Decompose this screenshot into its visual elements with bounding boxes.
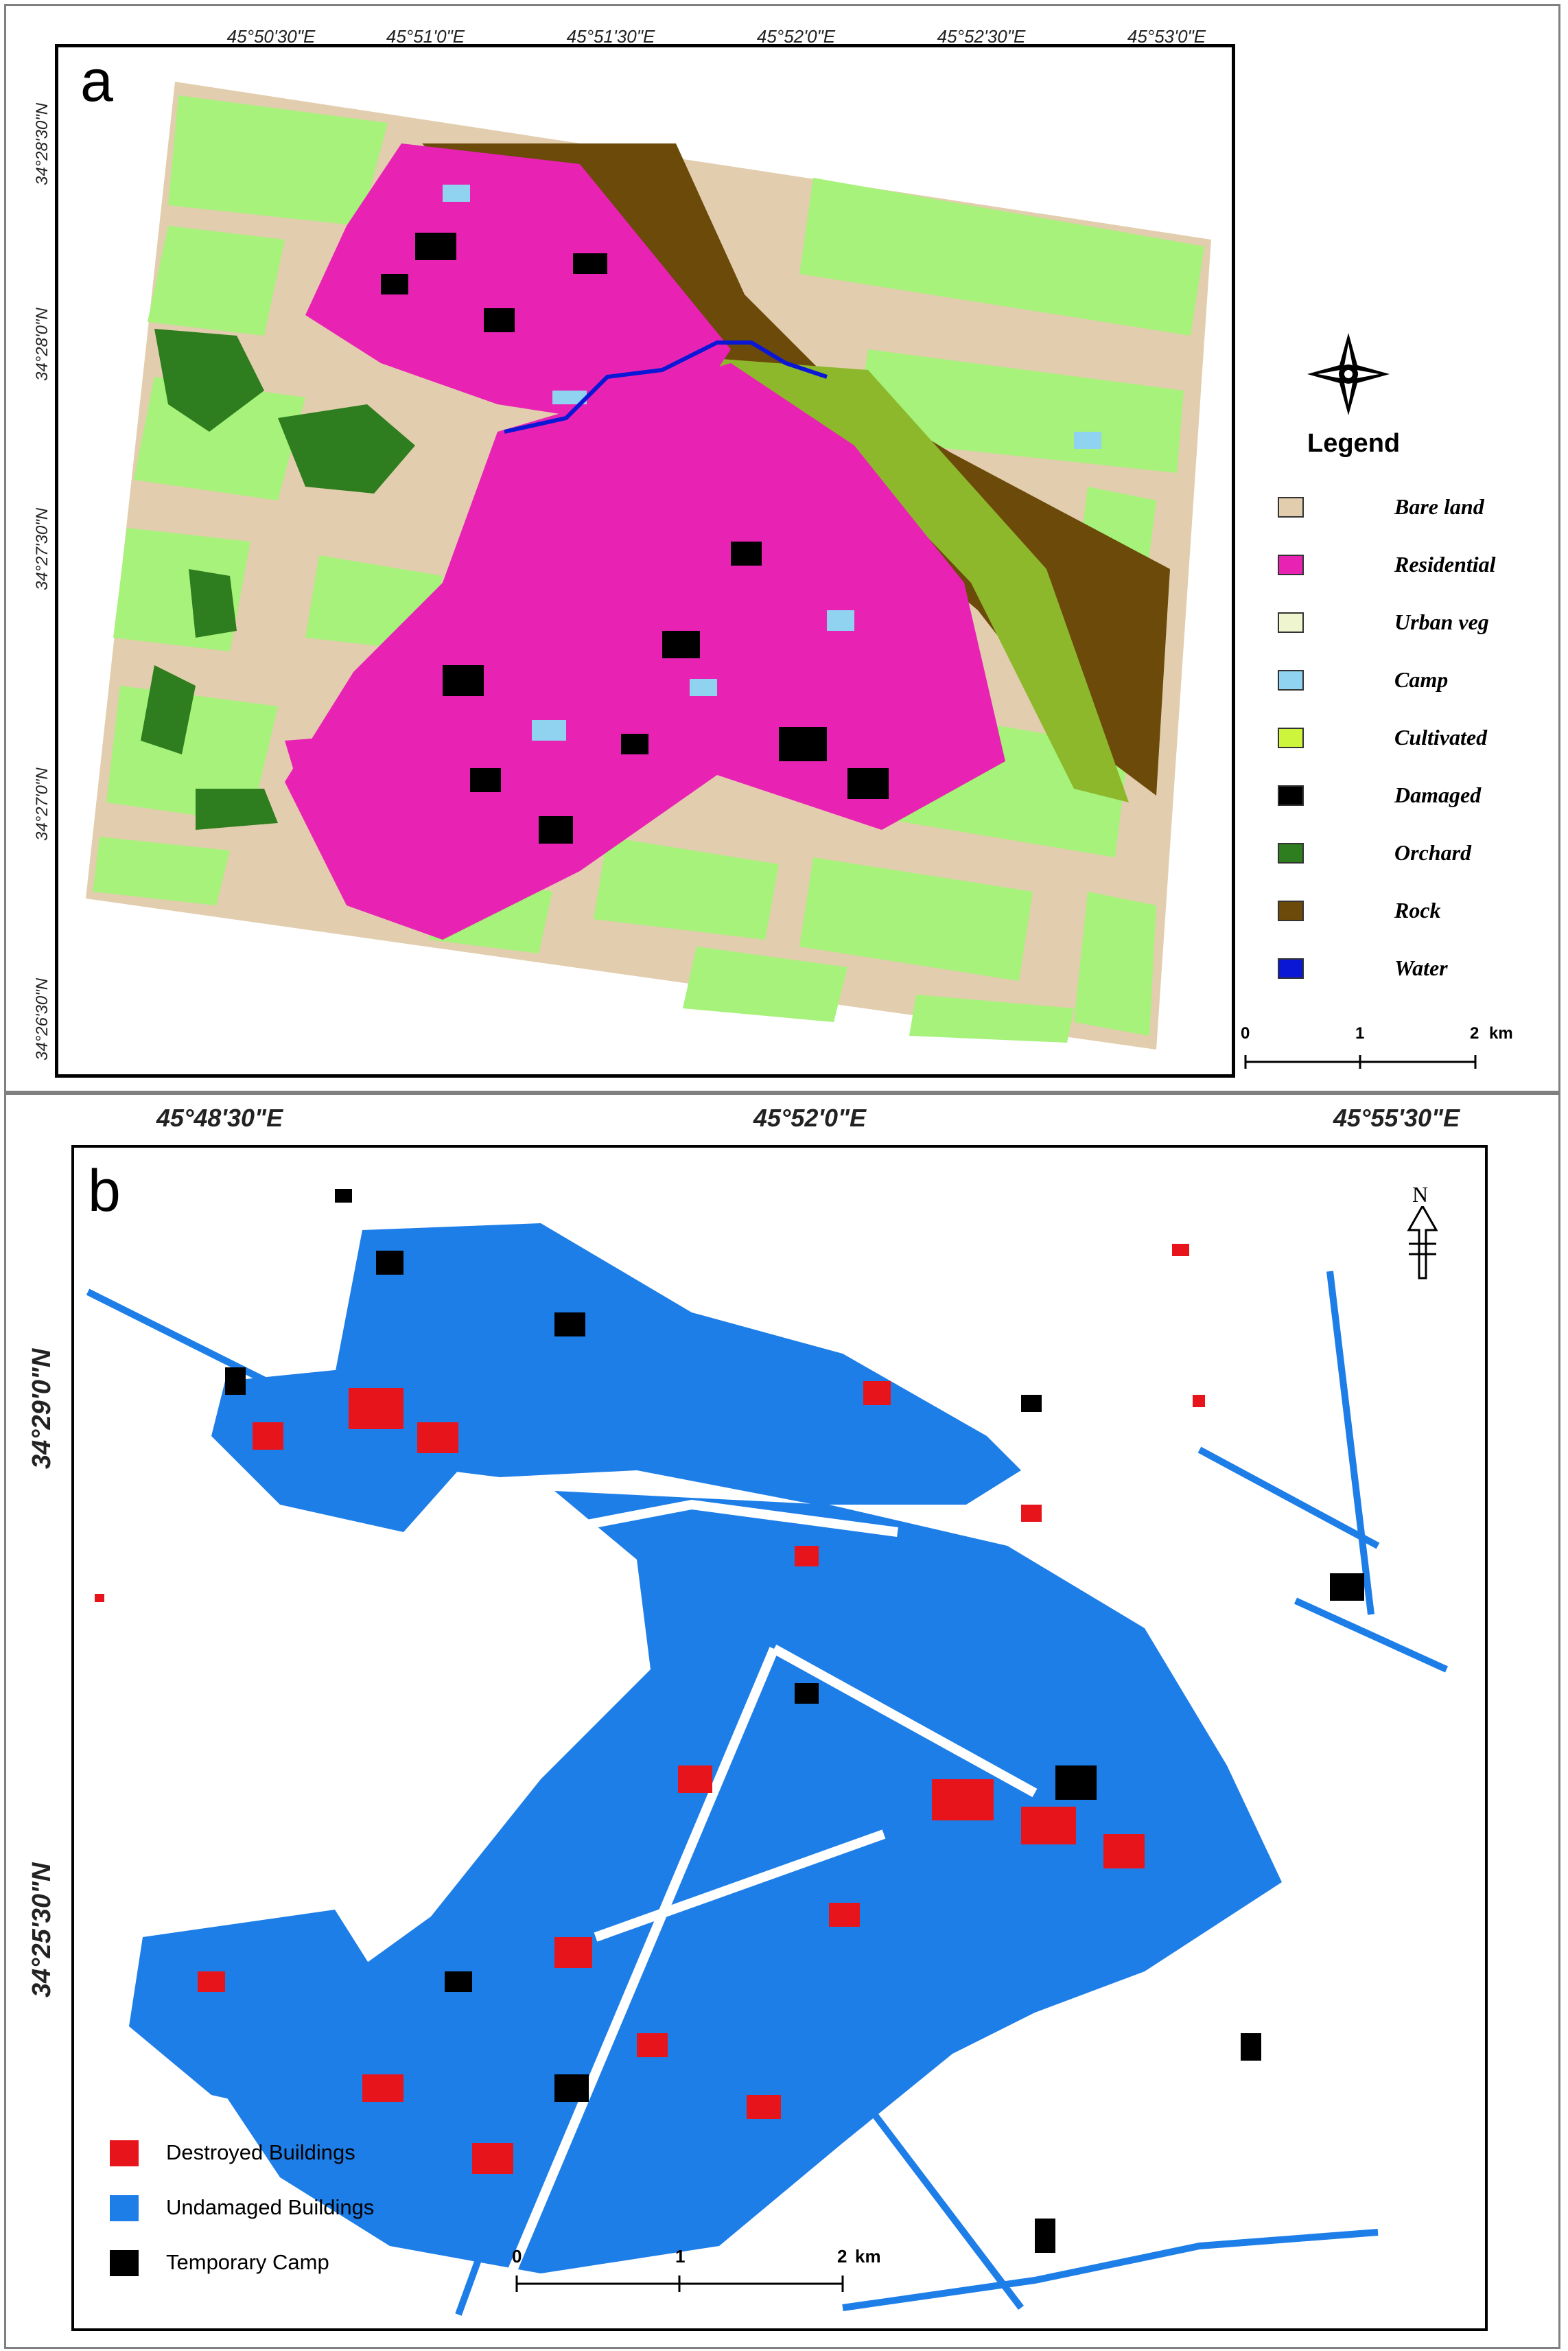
north-arrow-icon: [1407, 1206, 1438, 1279]
legend-b-swatch: [110, 2140, 139, 2166]
legend-a-item: Rock: [1278, 898, 1511, 925]
panel-b-scale-bar: [515, 2275, 844, 2292]
legend-a-swatch: [1278, 901, 1304, 921]
land-cover-map: [86, 82, 1211, 1050]
panel-a-left-coord-2: 34°28'0"N: [33, 308, 51, 381]
legend-a-item: Residential: [1278, 552, 1511, 579]
legend-b-label: Undamaged Buildings: [166, 2195, 375, 2219]
legend-b-label: Destroyed Buildings: [166, 2140, 355, 2164]
panel-b-top-coord-1: 45°48'30"E: [156, 1104, 283, 1132]
panel-a-letter: a: [80, 48, 113, 114]
panel-b-scale-0: 0: [512, 2246, 522, 2267]
compass-rose-icon: [1307, 333, 1390, 415]
legend-a-label: Cultivated: [1394, 725, 1488, 750]
legend-title: Legend: [1307, 429, 1401, 458]
panel-b-letter: b: [88, 1158, 121, 1224]
panel-b-map-frame: b N Destroyed Buildings Undamaged Buildin…: [71, 1145, 1488, 2331]
legend-a-item: Camp: [1278, 667, 1511, 695]
panel-b-top-coord-3: 45°55'30"E: [1333, 1104, 1460, 1132]
panel-a-left-coord-1: 34°28'30"N: [33, 102, 51, 185]
panel-a-scale-bar: [1244, 1055, 1477, 1069]
panel-a-map-frame: a: [55, 44, 1235, 1078]
legend-a-item: Water: [1278, 956, 1511, 983]
legend-a-item: Urban veg: [1278, 610, 1511, 637]
panel-a-left-coord-4: 34°27'0"N: [33, 767, 51, 841]
legend-a-label: Orchard: [1394, 840, 1472, 865]
legend-a-label: Bare land: [1394, 494, 1484, 519]
legend-a-swatch: [1278, 612, 1304, 633]
panel-a-left-coord-5: 34°26'30"N: [33, 977, 51, 1061]
legend-b-item: Destroyed Buildings: [110, 2136, 494, 2170]
panel-a-scale-1: 1: [1355, 1024, 1365, 1043]
legend-b-item: Undamaged Buildings: [110, 2191, 494, 2225]
legend-a-label: Rock: [1394, 898, 1441, 923]
legend-a-label: Urban veg: [1394, 610, 1489, 634]
panel-b-scale-2: 2: [837, 2246, 847, 2267]
panel-a-scale-2: 2: [1470, 1024, 1479, 1043]
legend-b-item: Temporary Camp: [110, 2246, 494, 2280]
legend-a-item: Orchard: [1278, 840, 1511, 868]
panel-b-left-coord-1: 34°29'0"N: [27, 1348, 56, 1469]
north-label: N: [1412, 1182, 1429, 1207]
panel-b-scale-unit: km: [855, 2246, 881, 2267]
legend-a-label: Camp: [1394, 667, 1449, 692]
damage-map: [86, 1189, 1449, 2316]
panel-a-scale-unit: km: [1489, 1024, 1513, 1043]
legend-a-swatch: [1278, 728, 1304, 748]
legend-a-label: Water: [1394, 956, 1448, 980]
legend-a-label: Damaged: [1394, 783, 1482, 807]
panel-b-left-coord-2: 34°25'30"N: [27, 1862, 56, 1998]
panel-b-legend: Destroyed Buildings Undamaged Buildings Te…: [110, 2136, 494, 2301]
panel-a-scale-0: 0: [1241, 1024, 1250, 1043]
legend-a-swatch: [1278, 785, 1304, 806]
panel-a-top-coord-1: 45°50'30"E: [226, 26, 316, 47]
panel-a-top-coord-3: 45°51'30"E: [566, 26, 655, 47]
legend-a-item: Damaged: [1278, 783, 1511, 810]
legend-a-swatch: [1278, 497, 1304, 518]
legend-a-item: Bare land: [1278, 494, 1511, 522]
panel-a-top-coord-4: 45°52'0"E: [756, 26, 836, 47]
legend-a-swatch: [1278, 555, 1304, 575]
panel-a-top-coord-2: 45°51'0"E: [386, 26, 465, 47]
legend-a-swatch: [1278, 958, 1304, 979]
legend-b-swatch: [110, 2195, 139, 2221]
panel-b-scale-1: 1: [675, 2246, 686, 2267]
panel-a-left-coord-3: 34°27'30"N: [33, 507, 51, 590]
legend-a-swatch: [1278, 670, 1304, 691]
legend-a-swatch: [1278, 843, 1304, 864]
legend-a-label: Residential: [1394, 552, 1496, 577]
panel-a-top-coord-6: 45°53'0"E: [1127, 26, 1206, 47]
legend-b-label: Temporary Camp: [166, 2250, 329, 2274]
legend-a-item: Cultivated: [1278, 725, 1511, 752]
panel-b-top-coord-2: 45°52'0"E: [753, 1104, 867, 1132]
panel-a-legend: Bare land Residential Urban veg Camp Cultiva…: [1278, 494, 1511, 988]
panel-a-top-coord-5: 45°52'30"E: [937, 26, 1026, 47]
legend-b-swatch: [110, 2250, 139, 2276]
